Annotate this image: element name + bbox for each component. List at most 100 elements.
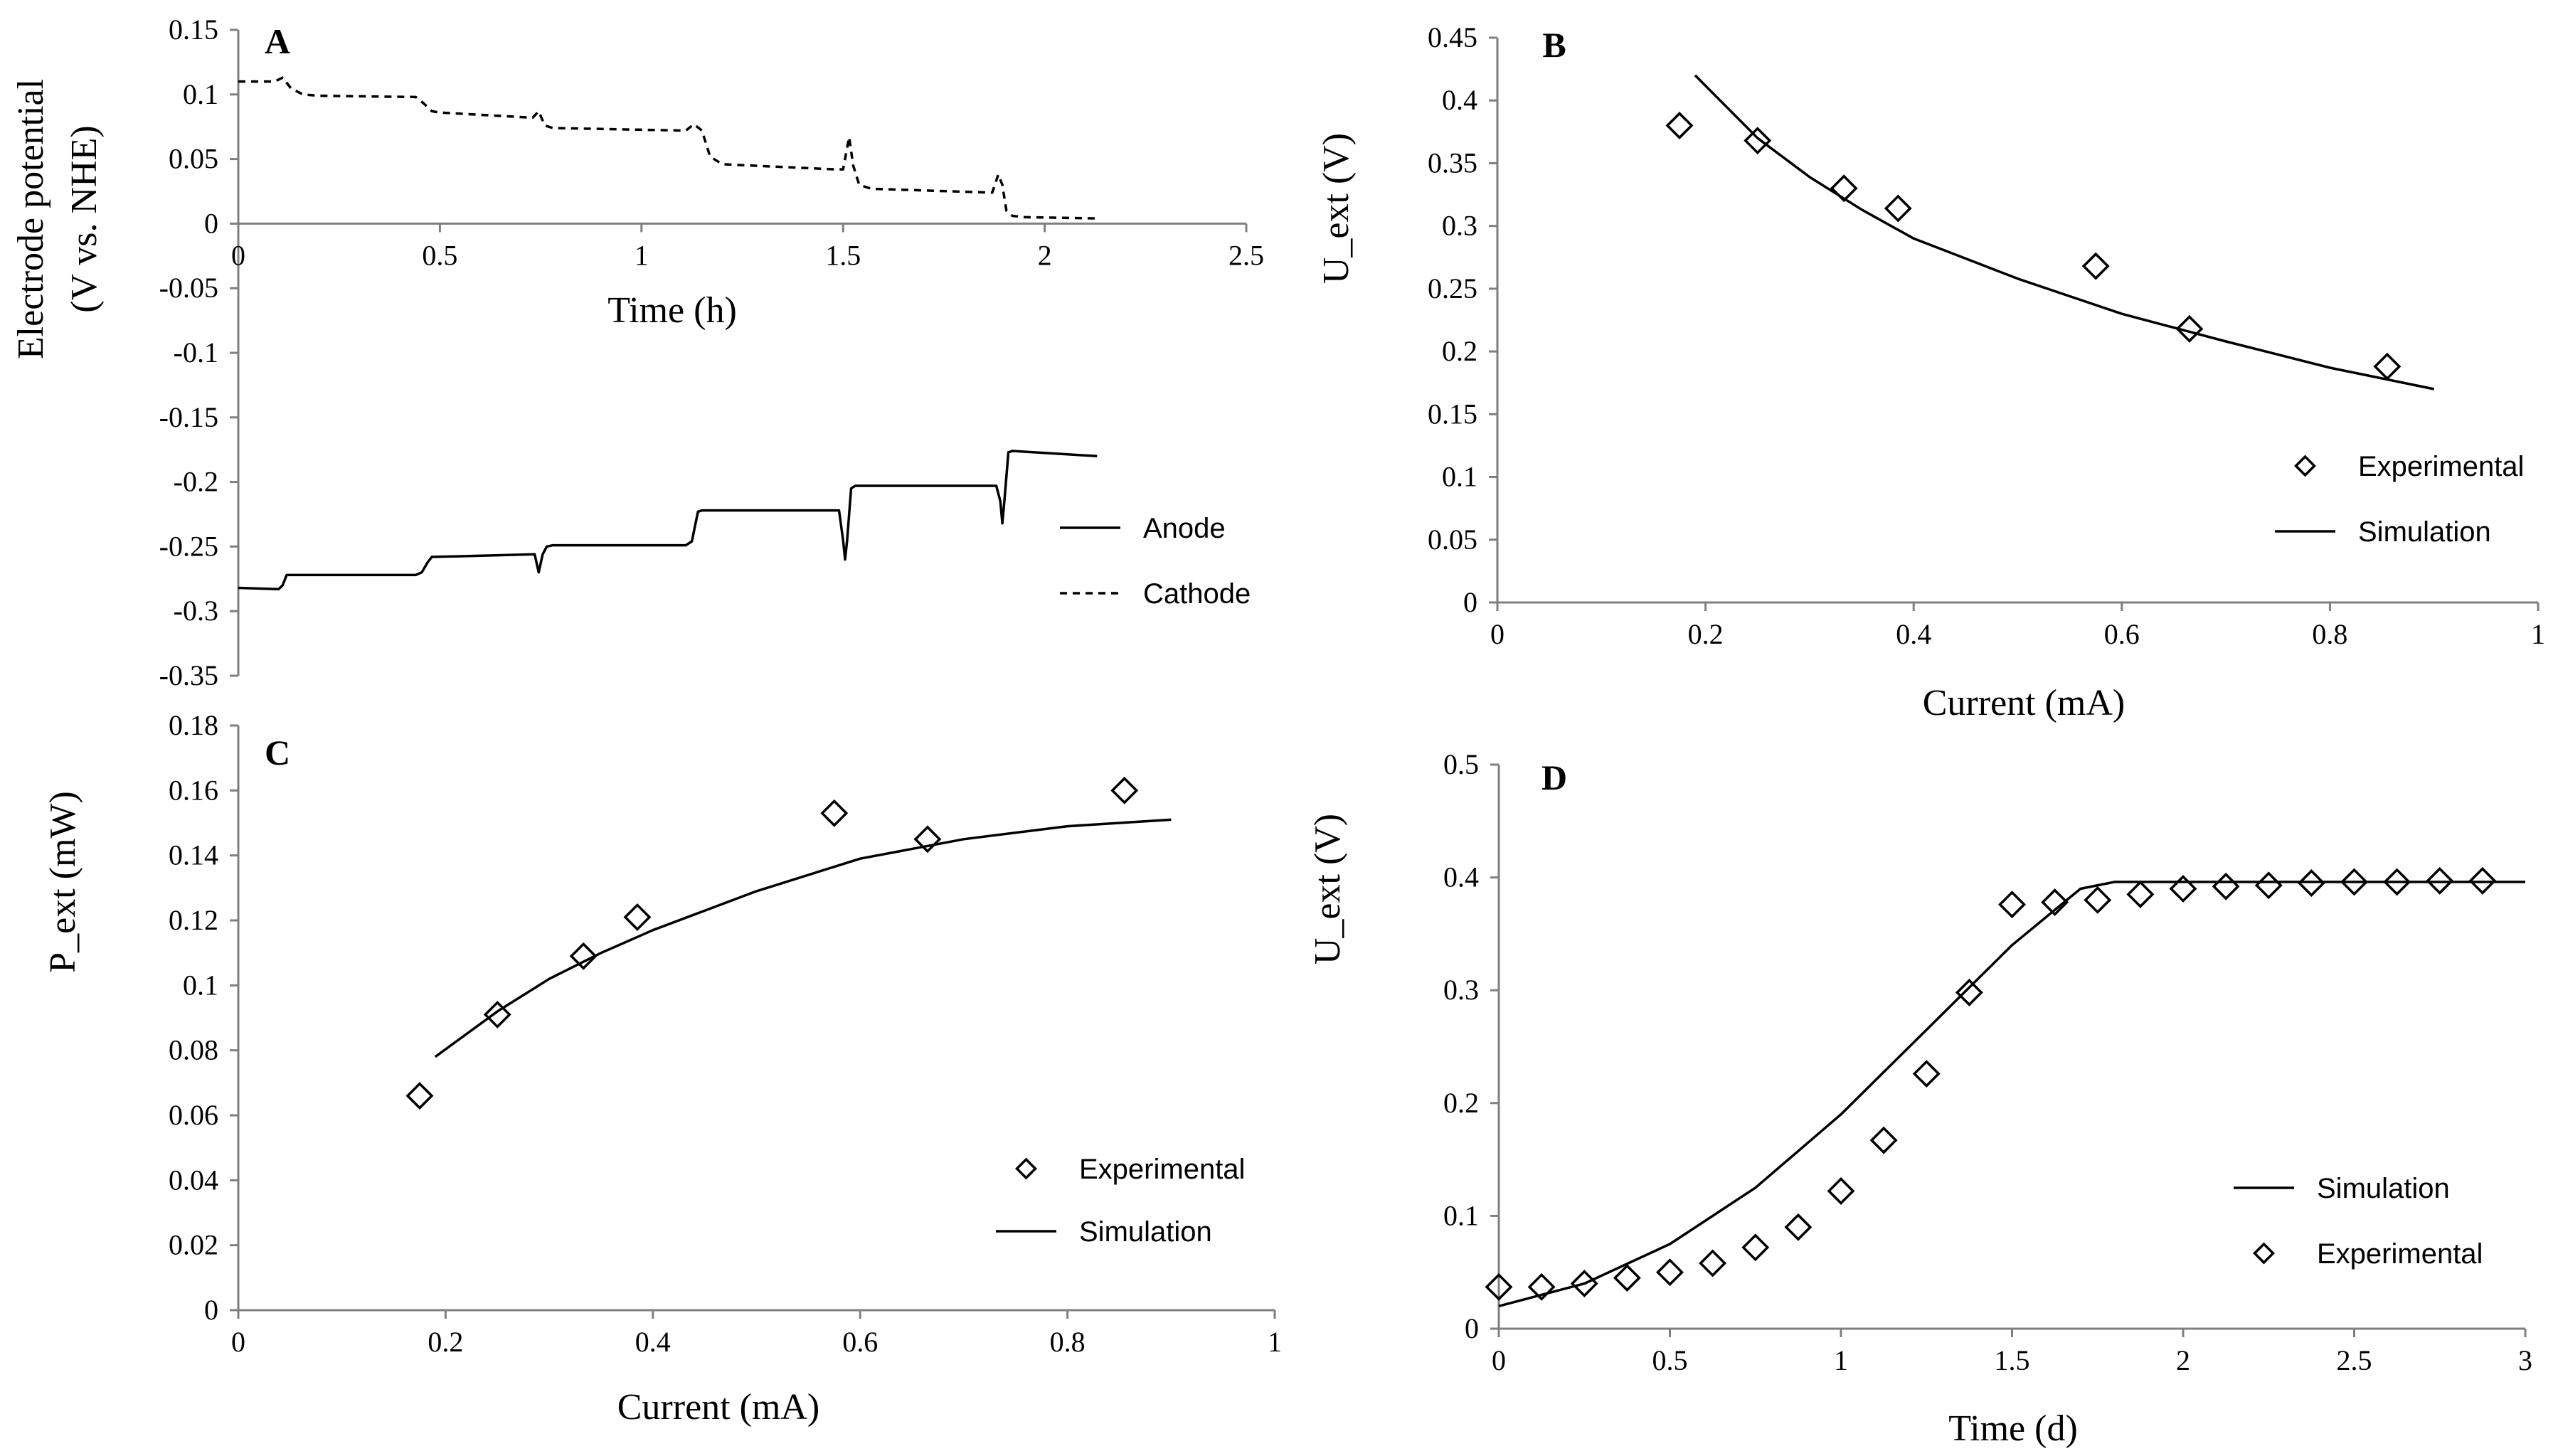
y-tick-label: 0 [204,207,218,239]
y-tick-label: 0.14 [169,839,218,871]
series-line-simulation [434,818,1172,1058]
y-tick-label: -0.15 [159,401,218,433]
x-tick-label: 0 [1492,1344,1506,1376]
data-point-experimental [1665,112,1694,139]
series-line-anode [238,450,1098,591]
data-point-experimental [2297,869,2325,898]
data-point-experimental [1613,1264,1641,1292]
data-point-experimental [2373,352,2402,381]
x-tick-label: 3 [2518,1344,2532,1376]
x-tick-label: 0 [231,1326,245,1358]
data-point-experimental [1744,127,1772,155]
y-tick-label: -0.1 [174,336,218,368]
x-tick-label: 2 [2176,1344,2190,1376]
y-tick-label: 0.02 [169,1229,218,1261]
x-axis-title: Current (mA) [617,1387,819,1428]
y-tick-label: 0.08 [169,1034,218,1066]
panel-label: A [265,21,290,61]
x-tick-label: 0.2 [428,1326,463,1358]
data-point-experimental [1741,1233,1770,1262]
panel-d: 0.5 0.4 0.3 0.2 0.1 00 0.5 1 1.5 2 2.5 3 Time (d) U_e… [1307,748,2532,1449]
x-tick-label: 1 [635,239,649,271]
legend-label: Experimental [2317,1238,2483,1270]
panel-label: B [1542,25,1566,65]
y-tick-label: 0.06 [169,1099,218,1131]
data-point-experimental [2212,872,2240,900]
y-tick-label: -0.2 [174,466,218,498]
x-tick-label: 0 [231,239,245,271]
y-axis-title: U_ext (V) [1316,133,1357,284]
data-point-experimental [2426,866,2454,895]
x-tick-label: 1 [1834,1344,1848,1376]
data-point-experimental [1699,1249,1727,1277]
x-tick-label: 0 [1490,618,1504,650]
data-point-experimental [2041,888,2069,916]
panel-label: C [265,733,290,772]
y-tick-label: 0.1 [1443,1199,1479,1231]
data-point-experimental [1955,978,1983,1006]
panel-b: 0.45 0.4 0.35 0.3 0.25 0.2 0.15 0.1 0.05 00 0.2 0.4… [1316,21,2545,723]
x-tick-label: 0.4 [635,1326,671,1358]
legend-marker [1015,1157,1037,1180]
y-tick-label: 0.5 [1443,748,1479,780]
data-point-experimental [2126,880,2155,908]
data-point-experimental [1830,174,1858,203]
x-tick-label: 0.4 [1896,618,1931,650]
y-tick-label: 0.3 [1442,210,1477,242]
x-tick-label: 0.8 [2312,618,2347,650]
y-axis-title: Electrode potential [11,79,51,359]
y-tick-label: 0.3 [1443,974,1479,1006]
data-point-experimental [1869,1126,1898,1154]
y-tick-label: 0.12 [169,904,218,936]
y-axis-title: (V vs. NHE) [64,125,105,312]
y-axis-title: P_ext (mW) [43,791,83,973]
data-point-experimental [483,1000,511,1029]
data-point-experimental [820,799,849,827]
y-tick-label: 0 [1463,586,1477,618]
series-line-cathode [238,76,1098,220]
data-point-experimental [2468,866,2497,895]
data-point-experimental [2081,252,2110,280]
panel-label: D [1541,758,1567,797]
data-point-experimental [2383,868,2411,896]
x-tick-label: 2.5 [2337,1344,2372,1376]
y-tick-label: -0.3 [174,595,218,627]
data-point-experimental [1912,1060,1941,1088]
y-tick-label: 0.15 [1428,398,1477,430]
y-tick-label: 0.4 [1443,861,1479,893]
legend-label: Cathode [1143,578,1251,610]
y-tick-label: 0.18 [169,709,218,741]
y-tick-label: 0 [1465,1312,1479,1344]
y-tick-label: 0 [204,1294,218,1326]
legend-label: Simulation [1079,1216,1212,1248]
y-tick-label: 0.04 [169,1164,218,1196]
y-tick-label: 0.2 [1443,1087,1479,1119]
x-axis-title: Time (h) [607,290,737,331]
x-tick-label: 2 [1038,239,1052,271]
series-line-simulation [1694,74,2435,390]
data-point-experimental [2175,314,2204,343]
legend-label: Experimental [2358,451,2524,482]
legend-label: Simulation [2358,516,2491,548]
y-tick-label: 0.05 [169,143,218,175]
x-tick-label: 1.5 [1995,1344,2030,1376]
data-point-experimental [1784,1213,1813,1241]
data-point-experimental [1485,1272,1513,1301]
panel-c: 0.18 0.16 0.14 0.12 0.1 0.08 0.06 0.04 0.02 00 0.2… [43,709,1282,1428]
data-point-experimental [1827,1177,1855,1205]
data-point-experimental [1110,776,1139,804]
data-point-experimental [913,825,942,854]
x-axis-title: Time (d) [1948,1408,2078,1449]
y-tick-label: -0.05 [159,272,218,304]
legend-label: Anode [1143,513,1226,544]
y-tick-label: 0.16 [169,774,218,806]
data-point-experimental [405,1082,434,1110]
legend-label: Simulation [2317,1173,2450,1204]
x-tick-label: 0.6 [842,1326,878,1358]
y-tick-label: 0.1 [183,78,218,110]
y-tick-label: 0.1 [183,969,218,1001]
data-point-experimental [1527,1272,1556,1301]
y-tick-label: 0.05 [1428,524,1477,556]
y-tick-label: 0.35 [1428,147,1477,179]
